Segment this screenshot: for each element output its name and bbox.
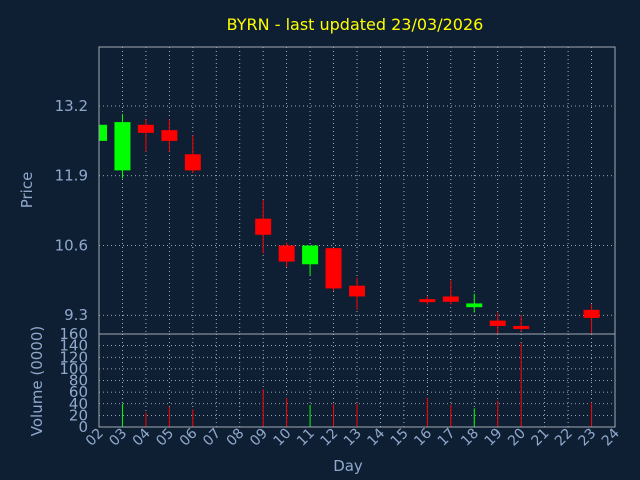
volume-y-tick-label: 40 xyxy=(69,395,88,413)
candle-body xyxy=(278,245,295,262)
volume-y-tick-label: 120 xyxy=(59,348,88,366)
candle-body xyxy=(99,124,107,141)
candle xyxy=(442,280,459,305)
price-y-tick-labels: 9.3 10.6 11.9 13.2 xyxy=(55,97,88,324)
chart-title: BYRN - last updated 23/03/2026 xyxy=(227,15,484,34)
candle-body xyxy=(583,309,600,318)
candle xyxy=(278,242,295,267)
x-axis-label: Day xyxy=(333,457,363,475)
volume-y-axis-label: Volume (0000) xyxy=(28,326,46,436)
price-y-tick-label: 9.3 xyxy=(64,306,88,324)
volume-bars xyxy=(121,342,593,427)
candle-body xyxy=(513,325,530,329)
candle-body xyxy=(184,154,201,171)
candle-body xyxy=(489,320,506,326)
candle xyxy=(184,135,201,174)
candle xyxy=(466,293,483,313)
candle-body xyxy=(114,122,131,171)
volume-y-tick-label: 0 xyxy=(78,418,88,436)
candle-body xyxy=(419,299,436,303)
candle xyxy=(489,312,506,334)
volume-y-tick-label: 100 xyxy=(59,360,88,378)
price-y-tick-label: 13.2 xyxy=(55,97,88,115)
price-y-axis-label: Price xyxy=(18,172,36,209)
candle-body xyxy=(466,303,483,308)
candle-body xyxy=(302,245,319,265)
volume-y-tick-label: 20 xyxy=(69,406,88,424)
candle-body xyxy=(137,124,154,133)
price-y-tick-label: 11.9 xyxy=(55,167,88,185)
candle xyxy=(513,315,530,332)
candle xyxy=(137,119,154,152)
candle-body xyxy=(161,130,178,141)
candle xyxy=(161,119,178,152)
price-candles xyxy=(98,114,600,334)
volume-y-tick-label: 160 xyxy=(59,325,88,343)
candle xyxy=(114,114,131,179)
candle xyxy=(255,199,272,254)
candle-body xyxy=(255,218,272,235)
candle xyxy=(325,248,342,292)
volume-y-tick-label: 140 xyxy=(59,337,88,355)
candle-body xyxy=(442,296,459,302)
candle xyxy=(583,304,600,334)
price-y-tick-label: 10.6 xyxy=(55,236,88,254)
volume-y-tick-label: 60 xyxy=(69,383,88,401)
candle-body xyxy=(325,248,342,289)
volume-y-tick-label: 80 xyxy=(69,372,88,390)
volume-frame xyxy=(98,333,616,428)
candle-body xyxy=(349,285,365,297)
candle xyxy=(302,245,319,275)
x-tick-labels: 02 03 04 05 06 07 08 09 10 11 12 13 14 15 16 17 18 19 20 21… xyxy=(83,425,623,449)
candle xyxy=(419,296,436,305)
candle xyxy=(349,277,365,310)
